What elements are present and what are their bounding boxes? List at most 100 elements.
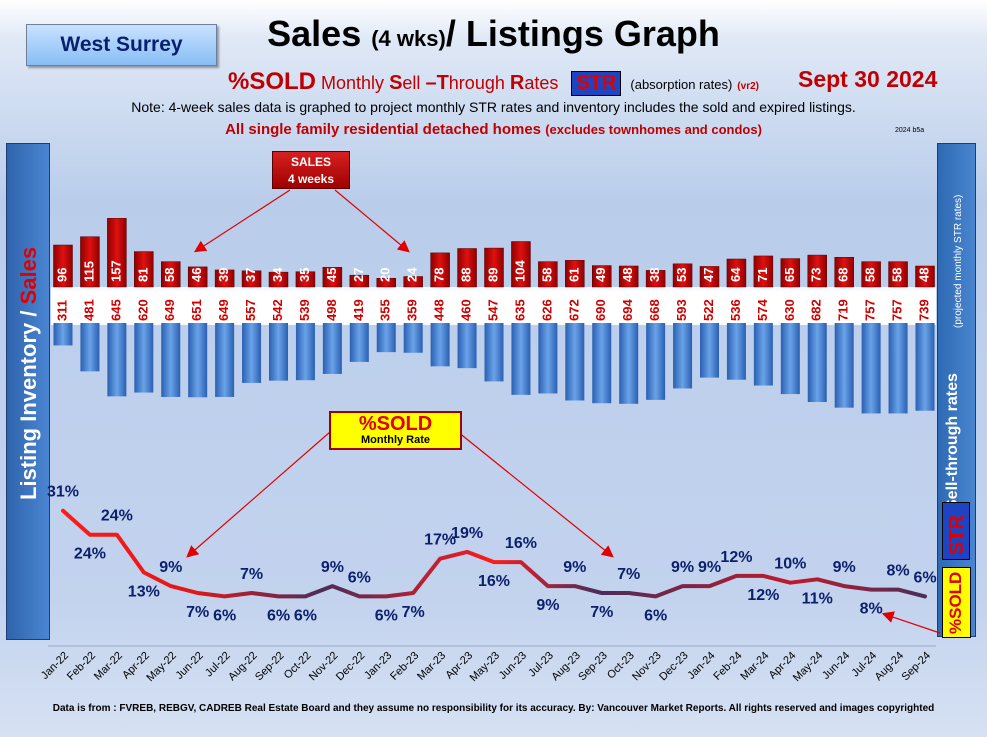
inventory-bar (646, 298, 666, 400)
sales-bar (565, 260, 585, 288)
sales-bar (322, 267, 343, 288)
x-tick-label: Aug-23 (549, 650, 583, 684)
sold-pct-label: 24% (74, 546, 106, 563)
sold-pct-label: 7% (590, 604, 613, 621)
inventory-bar (565, 298, 585, 401)
x-tick-label: Feb-24 (711, 650, 744, 683)
x-tick-label: Dec-22 (334, 650, 368, 684)
sold-pct-label: 6% (913, 569, 936, 586)
inventory-value-label: 694 (620, 299, 635, 321)
x-tick-label: Jan-23 (362, 650, 394, 682)
sales-value-label: 49 (593, 268, 608, 282)
inventory-value-label: 498 (324, 299, 339, 321)
x-tick-label: Jun-23 (497, 650, 529, 682)
sold-pct-label: 9% (671, 559, 694, 576)
sales-value-label: 64 (728, 267, 743, 282)
sales-value-label: 61 (566, 268, 581, 282)
sales-bar (430, 252, 450, 288)
inventory-value-label: 739 (916, 299, 931, 321)
sales-bar (861, 261, 881, 288)
report-date: Sept 30 2024 (798, 66, 938, 92)
sales-bar (187, 266, 208, 288)
sales-bar (726, 258, 747, 288)
x-tick-label: Aug-24 (873, 650, 907, 684)
sales-bar (134, 251, 154, 288)
title-main: Sales (267, 13, 362, 54)
inventory-value-label: 481 (81, 299, 96, 321)
sales-bar (780, 258, 801, 288)
sales-bar (376, 278, 396, 288)
sold-pct-label: 19% (451, 525, 483, 542)
sales-bar (295, 271, 316, 288)
sales-bar (403, 276, 423, 288)
sales-bar (645, 270, 666, 288)
x-tick-label: Feb-22 (65, 650, 98, 683)
sold-pct-label: 9% (159, 559, 182, 576)
sales-value-label: 78 (432, 268, 447, 282)
sales-value-label: 65 (782, 268, 797, 282)
inventory-value-label: 536 (728, 299, 743, 321)
x-tick-label: Nov-23 (630, 650, 664, 684)
sales-bar (80, 236, 100, 288)
sold-side-badge: %SOLD (942, 567, 971, 638)
x-tick-label: Sep-22 (253, 650, 287, 684)
chart-title: Sales (4 wks)/ Listings Graph (0, 13, 987, 55)
x-tick-label: May-23 (468, 650, 502, 684)
sales-bar (753, 255, 774, 288)
sales-bar (618, 265, 639, 288)
sold-pct-label: 7% (402, 604, 425, 621)
sold-pct-label: 9% (536, 597, 559, 614)
sold-pct-label: 13% (128, 583, 160, 600)
inventory-value-label: 557 (243, 299, 258, 321)
inventory-value-label: 547 (485, 299, 500, 321)
sold-pct-label: 9% (563, 559, 586, 576)
sales-value-label: 38 (647, 268, 662, 282)
left-axis-panel (6, 143, 50, 640)
sales-value-label: 58 (539, 268, 554, 282)
sold-pct-label: 7% (240, 566, 263, 583)
sold-pct-label: 6% (213, 607, 236, 624)
inventory-value-label: 649 (216, 299, 231, 321)
inventory-label-backdrop (51, 291, 936, 323)
x-tick-label: Mar-24 (738, 650, 771, 683)
inventory-value-label: 593 (674, 299, 689, 321)
sales-value-label: 48 (916, 268, 931, 282)
inventory-value-label: 668 (647, 299, 662, 321)
inventory-value-label: 757 (863, 299, 878, 321)
sales-value-label: 47 (701, 268, 716, 282)
subtitle-sold: %SOLD (228, 68, 317, 95)
sales-callout: SALES 4 weeks (272, 151, 350, 189)
absorption-note: (absorption rates) (630, 77, 733, 92)
inventory-bar (915, 298, 935, 411)
inventory-bar (888, 298, 908, 414)
sold-pct-label: 6% (644, 607, 667, 624)
sales-value-label: 68 (836, 268, 851, 282)
x-tick-label: Sep-23 (576, 650, 610, 684)
sales-bar (807, 254, 827, 288)
str-badge: STR (571, 71, 622, 96)
inventory-value-label: 672 (566, 299, 581, 321)
sold-pct-label: 6% (267, 607, 290, 624)
sales-value-label: 96 (54, 268, 69, 282)
x-tick-label: Mar-23 (415, 650, 448, 683)
sales-value-label: 58 (863, 268, 878, 282)
inventory-value-label: 355 (378, 299, 393, 321)
inventory-value-label: 539 (297, 299, 312, 321)
inventory-bar (619, 298, 639, 404)
inventory-value-label: 635 (512, 299, 527, 321)
inventory-value-label: 311 (54, 300, 69, 321)
inventory-value-label: 460 (459, 299, 474, 321)
inventory-bar (861, 298, 881, 414)
inventory-value-label: 448 (432, 299, 447, 321)
sales-value-label: 81 (135, 268, 150, 282)
title-paren: (4 wks) (371, 26, 446, 51)
sales-value-label: 157 (108, 260, 123, 282)
sales-value-label: 39 (216, 268, 231, 282)
build-version: 2024 b5a (895, 127, 925, 134)
inventory-bar (834, 298, 854, 408)
sales-bar (592, 265, 612, 288)
sold-arrow-right (457, 431, 614, 558)
sold-rate-line (61, 508, 927, 599)
x-tick-label: Jun-22 (174, 650, 206, 682)
sales-bar (214, 269, 235, 288)
